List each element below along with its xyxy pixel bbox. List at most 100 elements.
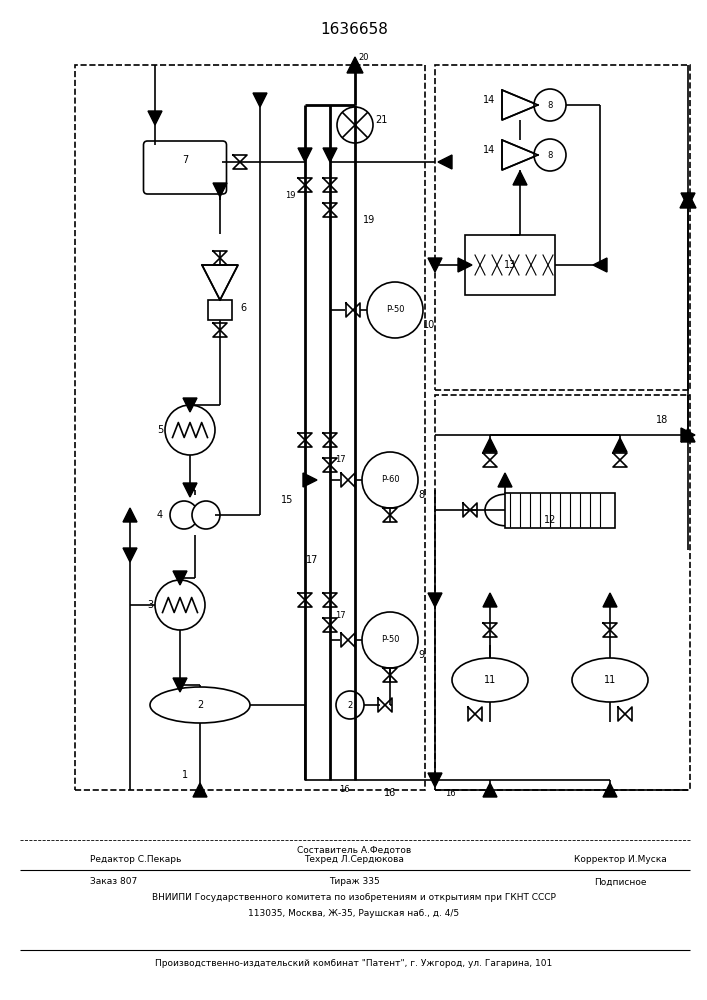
Polygon shape	[483, 783, 497, 797]
Text: 8: 8	[547, 150, 553, 159]
Text: 8: 8	[418, 490, 424, 500]
Circle shape	[362, 452, 418, 508]
Bar	[435, 65, 690, 390]
Text: 16: 16	[445, 788, 455, 798]
Polygon shape	[681, 193, 695, 207]
Polygon shape	[681, 428, 695, 442]
Text: 15: 15	[281, 495, 293, 505]
Text: 13: 13	[504, 260, 516, 270]
Polygon shape	[193, 783, 207, 797]
Text: P-60: P-60	[380, 476, 399, 485]
Ellipse shape	[572, 658, 648, 702]
Ellipse shape	[485, 494, 525, 526]
Text: 4: 4	[157, 510, 163, 520]
Polygon shape	[323, 148, 337, 162]
Text: 8: 8	[547, 101, 553, 109]
Polygon shape	[428, 593, 442, 607]
Text: 14: 14	[483, 95, 495, 105]
Polygon shape	[438, 155, 452, 169]
Circle shape	[155, 580, 205, 630]
Polygon shape	[183, 398, 197, 412]
Circle shape	[534, 139, 566, 171]
Bar	[505, 493, 615, 528]
Polygon shape	[298, 148, 312, 162]
Text: Составитель А.Федотов: Составитель А.Федотов	[297, 846, 411, 854]
Polygon shape	[428, 258, 442, 272]
Text: 6: 6	[240, 303, 246, 313]
Circle shape	[170, 501, 198, 529]
Text: 19: 19	[285, 190, 296, 200]
Polygon shape	[148, 111, 162, 125]
Text: 1636658: 1636658	[320, 22, 388, 37]
Text: 5: 5	[157, 425, 163, 435]
Polygon shape	[613, 438, 627, 452]
Polygon shape	[483, 438, 497, 452]
Circle shape	[336, 691, 364, 719]
Text: 7: 7	[182, 155, 188, 165]
Text: 17: 17	[305, 555, 318, 565]
Bar	[465, 235, 555, 295]
Polygon shape	[183, 483, 197, 497]
Text: 113035, Москва, Ж-35, Раушская наб., д. 4/5: 113035, Москва, Ж-35, Раушская наб., д. …	[248, 910, 460, 918]
Text: Тираж 335: Тираж 335	[329, 878, 380, 886]
Text: 9: 9	[418, 650, 424, 660]
Polygon shape	[253, 93, 267, 107]
Polygon shape	[303, 473, 317, 487]
Circle shape	[367, 282, 423, 338]
Text: P-50: P-50	[386, 306, 404, 314]
Polygon shape	[502, 90, 538, 120]
Polygon shape	[498, 473, 512, 487]
Bar	[208, 300, 232, 320]
Polygon shape	[202, 265, 238, 300]
Polygon shape	[681, 428, 695, 442]
Text: 2: 2	[197, 700, 203, 710]
Text: 17: 17	[335, 610, 346, 619]
Text: 19: 19	[363, 215, 375, 225]
Bar	[75, 65, 425, 790]
Text: P-50: P-50	[381, 636, 399, 645]
Polygon shape	[458, 258, 472, 272]
Polygon shape	[428, 773, 442, 787]
Polygon shape	[123, 548, 137, 562]
Text: Подписное: Подписное	[594, 878, 646, 886]
Polygon shape	[680, 192, 696, 208]
Text: 16: 16	[384, 788, 396, 798]
Polygon shape	[593, 258, 607, 272]
Polygon shape	[603, 783, 617, 797]
Ellipse shape	[452, 658, 528, 702]
Polygon shape	[603, 593, 617, 607]
Circle shape	[337, 107, 373, 143]
Text: 10: 10	[423, 320, 436, 330]
Polygon shape	[173, 678, 187, 692]
Polygon shape	[502, 140, 538, 170]
Polygon shape	[483, 593, 497, 607]
Circle shape	[534, 89, 566, 121]
Bar	[435, 395, 690, 790]
Text: Редактор С.Пекарь: Редактор С.Пекарь	[90, 856, 182, 864]
Text: 21: 21	[375, 115, 387, 125]
Text: 16: 16	[339, 786, 350, 794]
Text: 12: 12	[544, 515, 556, 525]
FancyBboxPatch shape	[144, 141, 226, 194]
Circle shape	[192, 501, 220, 529]
Circle shape	[362, 612, 418, 668]
Text: 11: 11	[484, 675, 496, 685]
Text: Корректор И.Муска: Корректор И.Муска	[573, 856, 667, 864]
Text: Техред Л.Сердюкова: Техред Л.Сердюкова	[304, 856, 404, 864]
Text: 17: 17	[335, 456, 346, 464]
Circle shape	[165, 405, 215, 455]
Polygon shape	[513, 171, 527, 185]
Text: Заказ 807: Заказ 807	[90, 878, 137, 886]
Text: 11: 11	[604, 675, 616, 685]
Text: 1: 1	[182, 770, 188, 780]
Text: 18: 18	[656, 415, 668, 425]
Polygon shape	[213, 183, 227, 197]
Polygon shape	[347, 57, 363, 73]
Text: ВНИИПИ Государственного комитета по изобретениям и открытиям при ГКНТ СССР: ВНИИПИ Государственного комитета по изоб…	[152, 894, 556, 902]
Text: 14: 14	[483, 145, 495, 155]
Polygon shape	[173, 571, 187, 585]
Text: Производственно-издательский комбинат "Патент", г. Ужгород, ул. Гагарина, 101: Производственно-издательский комбинат "П…	[156, 958, 553, 968]
Text: 2: 2	[347, 700, 353, 710]
Text: 20: 20	[358, 53, 368, 62]
Ellipse shape	[150, 687, 250, 723]
